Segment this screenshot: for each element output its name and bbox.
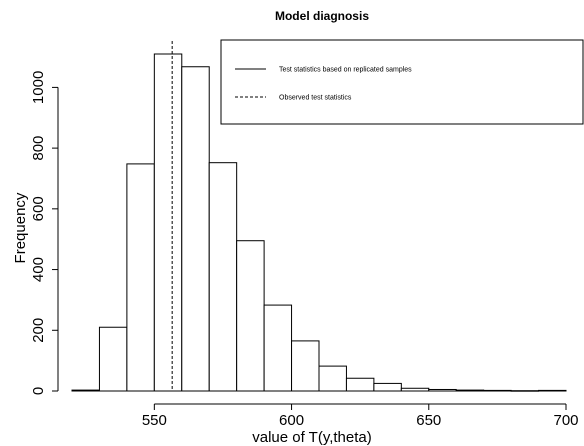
histogram-bar bbox=[400, 387, 430, 392]
legend-box bbox=[220, 39, 584, 125]
histogram-bar bbox=[71, 389, 100, 392]
histogram-bar bbox=[98, 326, 128, 392]
histogram-bar bbox=[236, 240, 265, 392]
histogram-bar bbox=[483, 389, 512, 392]
histogram-bar bbox=[455, 389, 485, 392]
histogram-bar bbox=[291, 340, 320, 392]
y-tick-label: 200 bbox=[30, 318, 47, 343]
x-tick-label: 650 bbox=[416, 412, 441, 429]
histogram-bar bbox=[153, 53, 183, 392]
histogram-bar bbox=[345, 377, 375, 392]
histogram-bar bbox=[510, 390, 540, 392]
y-tick-label: 0 bbox=[30, 387, 47, 395]
histogram-bar bbox=[181, 66, 210, 392]
x-axis: 550 600 650 700 bbox=[142, 403, 579, 429]
histogram-bar bbox=[373, 382, 402, 392]
legend: Test statistics based on replicated samp… bbox=[220, 39, 584, 125]
histogram-bar bbox=[126, 163, 155, 392]
y-axis-label: Frequency bbox=[12, 192, 29, 263]
y-tick-label: 1000 bbox=[30, 71, 47, 104]
histogram-bar bbox=[263, 304, 293, 392]
x-tick-label: 550 bbox=[142, 412, 167, 429]
histogram-bars bbox=[71, 53, 567, 392]
y-tick-label: 400 bbox=[30, 257, 47, 282]
histogram-bar bbox=[538, 389, 567, 392]
y-tick-label: 800 bbox=[30, 136, 47, 161]
x-tick-label: 700 bbox=[553, 412, 578, 429]
histogram-bar bbox=[318, 365, 347, 392]
legend-entry-observed: Observed test statistics bbox=[279, 95, 352, 102]
histogram-bar bbox=[428, 388, 457, 392]
y-tick-label: 600 bbox=[30, 196, 47, 221]
y-axis: 0 200 400 600 800 1000 bbox=[30, 71, 59, 395]
chart-title: Model diagnosis bbox=[275, 9, 369, 23]
legend-entry-replicated: Test statistics based on replicated samp… bbox=[279, 67, 412, 74]
x-axis-label: value of T(y,theta) bbox=[252, 429, 372, 446]
x-tick-label: 600 bbox=[279, 412, 304, 429]
histogram-bar bbox=[208, 162, 238, 392]
